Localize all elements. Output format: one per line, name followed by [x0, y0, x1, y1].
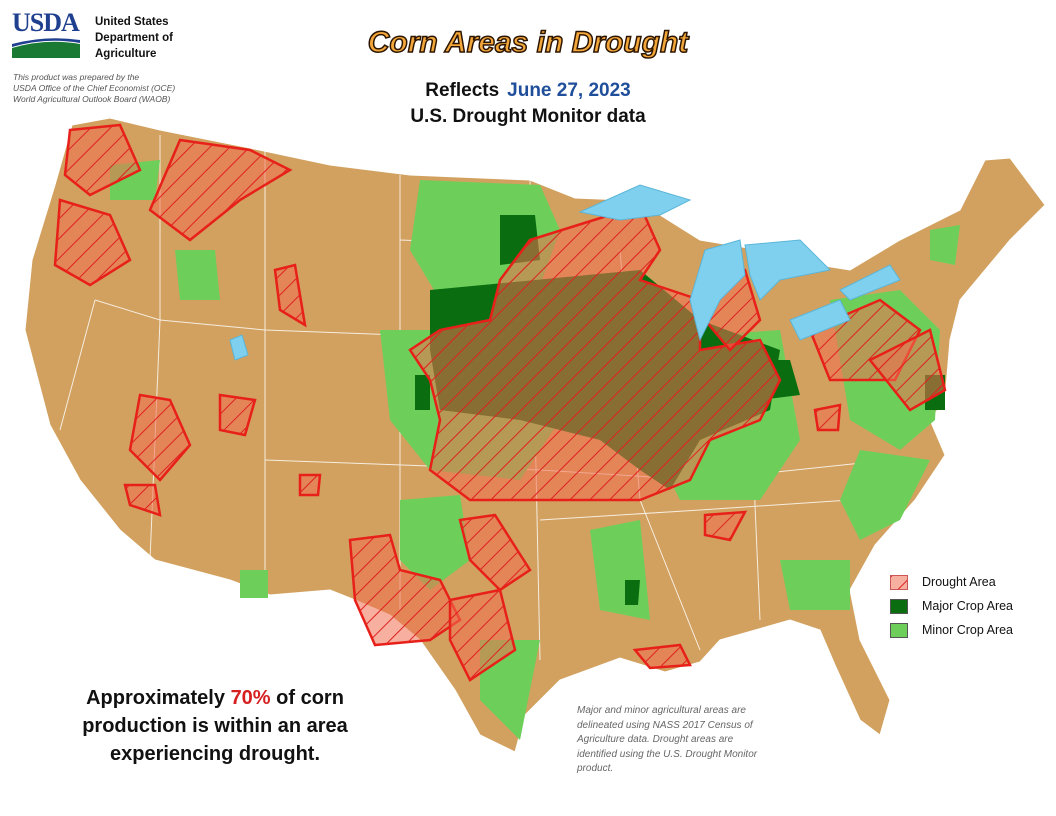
- legend-swatch: [890, 598, 908, 614]
- disclaimer-line: USDA Office of the Chief Economist (OCE): [13, 83, 176, 93]
- summary-text: of corn: [276, 687, 344, 709]
- summary-line: Approximately 70% of corn: [40, 684, 390, 712]
- disclaimer: This product was prepared by the USDA Of…: [13, 72, 175, 105]
- agency-name: United States Department of Agriculture: [95, 14, 173, 62]
- summary: Approximately 70% of corn production is …: [40, 684, 390, 768]
- legend-label: Minor Crop Area: [922, 623, 1014, 637]
- lakes: [229, 184, 901, 361]
- note-line: Major and minor agricultural areas are: [577, 705, 746, 716]
- subtitle-source: U.S. Drought Monitor data: [410, 106, 646, 127]
- agency-line: Department of: [95, 32, 173, 44]
- legend-item: Drought Area: [890, 570, 1013, 594]
- subtitle: Reflects June 27, 2023 U.S. Drought Monit…: [0, 78, 1056, 130]
- legend: Drought Area Major Crop Area Minor Crop …: [890, 570, 1013, 642]
- legend-swatch: [890, 622, 908, 638]
- note-line: identified using the U.S. Drought Monito…: [577, 748, 758, 760]
- note-line: Agriculture data. Drought areas are: [577, 734, 734, 745]
- subtitle-prefix: Reflects: [425, 80, 500, 101]
- agency-line: Agriculture: [95, 48, 157, 60]
- summary-line: experiencing drought.: [109, 743, 321, 765]
- note-line: delineated using NASS 2017 Census of: [577, 719, 753, 731]
- disclaimer-line: World Agricultural Outlook Board (WAOB): [13, 94, 171, 104]
- legend-label: Drought Area: [922, 575, 996, 589]
- logo: USDA: [12, 8, 80, 37]
- summary-text: Approximately: [86, 687, 225, 709]
- note-line: product.: [577, 763, 614, 774]
- subtitle-line: Reflects June 27, 2023: [0, 78, 1056, 104]
- legend-item: Minor Crop Area: [890, 618, 1013, 642]
- legend-swatch: [890, 574, 908, 590]
- subtitle-date: June 27, 2023: [507, 80, 631, 101]
- summary-highlight: 70%: [230, 687, 271, 709]
- title: Corn Areas in Drought: [368, 26, 691, 59]
- legend-item: Major Crop Area: [890, 594, 1013, 618]
- disclaimer-line: This product was prepared by the: [13, 72, 140, 82]
- logo-graphic: [12, 38, 80, 58]
- agency-line: United States: [95, 16, 169, 28]
- legend-label: Major Crop Area: [922, 599, 1014, 613]
- summary-line: production is within an area: [82, 715, 348, 737]
- note: Major and minor agricultural areas are d…: [577, 704, 757, 777]
